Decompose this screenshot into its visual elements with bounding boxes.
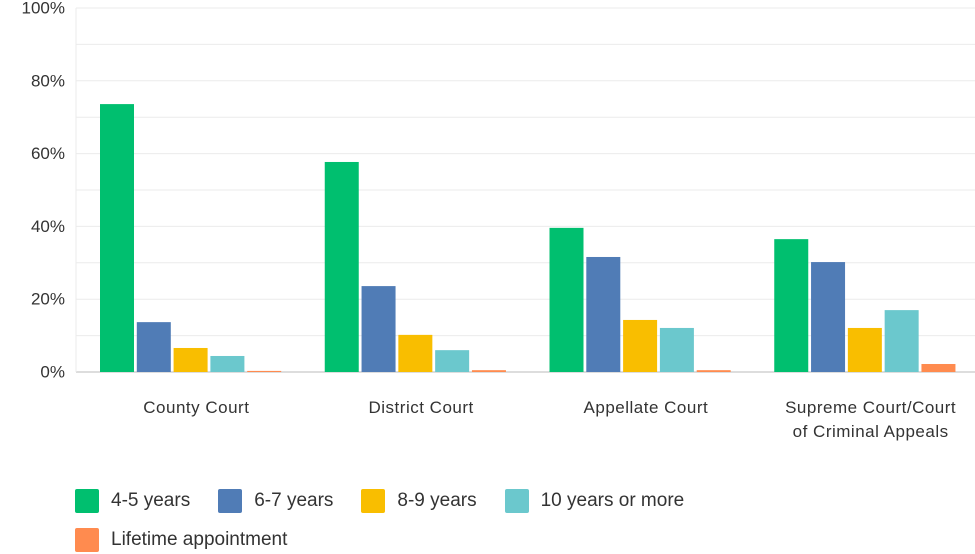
bar [173, 347, 208, 372]
legend-label: 6-7 years [254, 490, 334, 511]
bar [247, 370, 282, 372]
y-tick-label: 20% [31, 290, 65, 309]
legend-item: 10 years or more [504, 486, 685, 516]
bar [549, 227, 584, 372]
legend-item: 4-5 years [75, 486, 190, 516]
y-tick-label: 0% [40, 362, 65, 381]
bar [100, 104, 134, 372]
bar [921, 363, 956, 372]
bar [774, 239, 809, 372]
bar [398, 334, 433, 372]
x-tick-label: Appellate Court [583, 398, 709, 417]
legend-swatch [218, 489, 243, 513]
bar [811, 262, 846, 372]
y-tick-label: 60% [31, 144, 65, 163]
legend-item: Lifetime appointment [75, 525, 287, 554]
chart: 0% 20% 40% 60% 80% 100% [22, 0, 975, 381]
legend: 4-5 years 6-7 years 8-9 years 10 years or m… [75, 486, 835, 554]
bar [435, 350, 470, 372]
legend-swatch [504, 489, 529, 513]
x-tick-label: Supreme Court/Court of Criminal Appeals [785, 398, 957, 441]
legend-label: 4-5 years [111, 490, 191, 511]
bar [471, 370, 506, 372]
legend-swatch [75, 489, 99, 513]
x-tick-label: District Court [368, 398, 474, 417]
bar [324, 161, 359, 372]
legend-label: 8-9 years [397, 490, 477, 511]
y-tick-label: 100% [22, 0, 65, 17]
bar [659, 327, 694, 372]
bar [696, 370, 731, 372]
x-tick-label: County Court [143, 398, 250, 417]
bar [586, 256, 621, 372]
bar [623, 319, 658, 372]
y-tick-label: 40% [31, 217, 65, 236]
legend-swatch [75, 528, 99, 552]
bar [136, 322, 171, 372]
legend-item: 8-9 years [361, 486, 477, 516]
legend-label: 10 years or more [540, 490, 685, 511]
legend-swatch [361, 489, 386, 513]
bar [361, 286, 396, 372]
bar [210, 355, 245, 372]
bar [884, 310, 919, 372]
bar [847, 327, 882, 372]
legend-label: Lifetime appointment [111, 529, 288, 550]
y-tick-label: 80% [31, 71, 65, 90]
legend-item: 6-7 years [218, 486, 333, 516]
